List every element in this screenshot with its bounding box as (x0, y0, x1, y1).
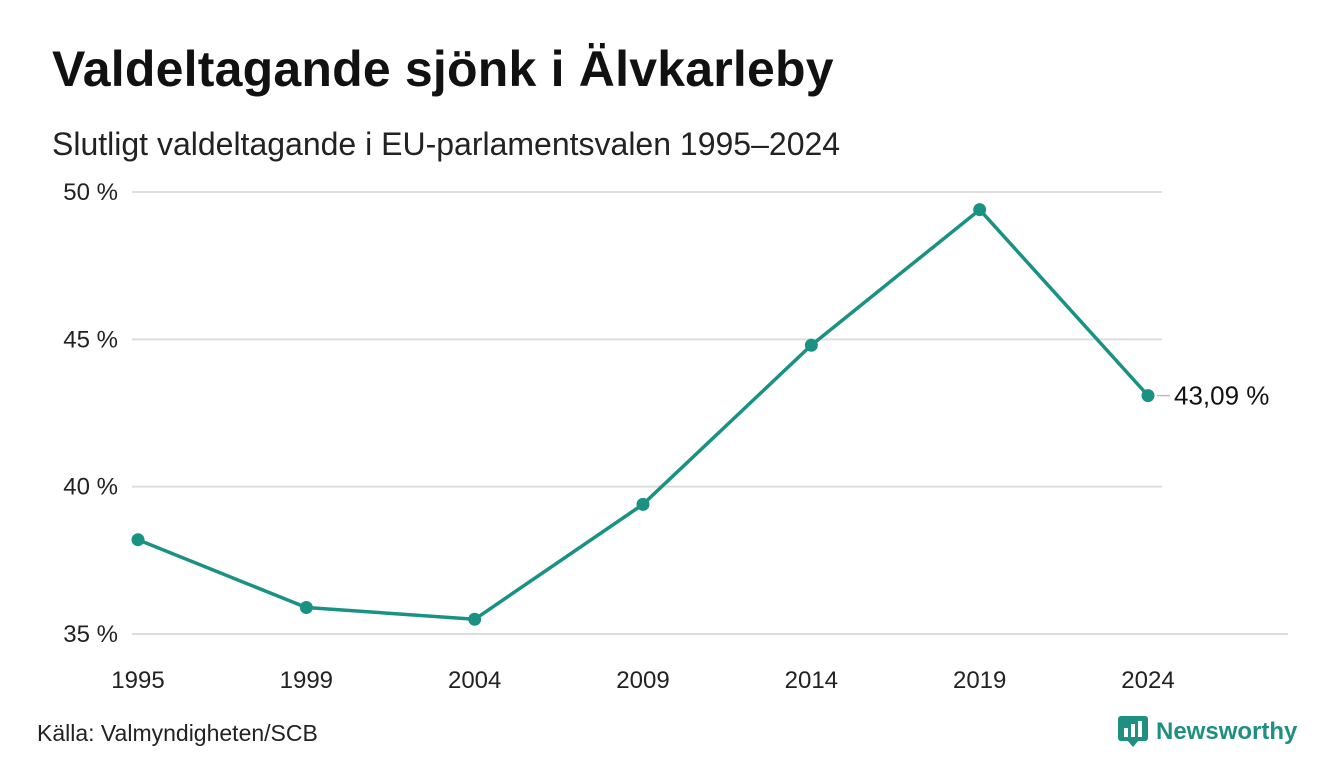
x-tick-label: 2024 (1121, 667, 1174, 694)
gridlines (132, 191, 1288, 635)
x-tick-label: 2009 (616, 667, 669, 694)
data-point (973, 203, 987, 217)
y-tick-label: 40 % (63, 474, 118, 501)
x-tick-label: 2019 (953, 667, 1006, 694)
source-note: Källa: Valmyndigheten/SCB (37, 720, 318, 746)
chart-subtitle: Slutligt valdeltagande i EU-parlamentsva… (52, 126, 841, 162)
y-tick-label: 50 % (63, 179, 118, 206)
x-tick-label: 1999 (280, 667, 333, 694)
x-tick-label: 1995 (111, 667, 164, 694)
series-line-group (136, 207, 1150, 622)
brand-logo: Newsworthy (1118, 715, 1297, 749)
end-value-label: 43,09 % (1174, 381, 1269, 411)
y-tick-label: 45 % (63, 326, 118, 353)
series-points (131, 203, 1155, 626)
y-axis-ticks: 35 % 40 % 45 % 50 % (63, 179, 118, 648)
series-line (136, 207, 1150, 622)
end-label-group: 43,09 % (1157, 381, 1269, 411)
brand-name: Newsworthy (1156, 718, 1298, 745)
data-point (804, 338, 818, 352)
x-axis-ticks: 1995 1999 2004 2009 2014 2019 2024 (111, 667, 1174, 694)
data-point (299, 600, 313, 614)
data-point (1141, 389, 1155, 403)
chart-title: Valdeltagande sjönk i Älvkarleby (52, 41, 834, 97)
y-tick-label: 35 % (63, 621, 118, 648)
x-tick-label: 2004 (448, 667, 501, 694)
newsworthy-logo-icon (1118, 716, 1148, 747)
x-tick-label: 2014 (785, 667, 838, 694)
data-point (468, 612, 482, 626)
data-point (636, 497, 650, 511)
data-point (131, 533, 145, 547)
